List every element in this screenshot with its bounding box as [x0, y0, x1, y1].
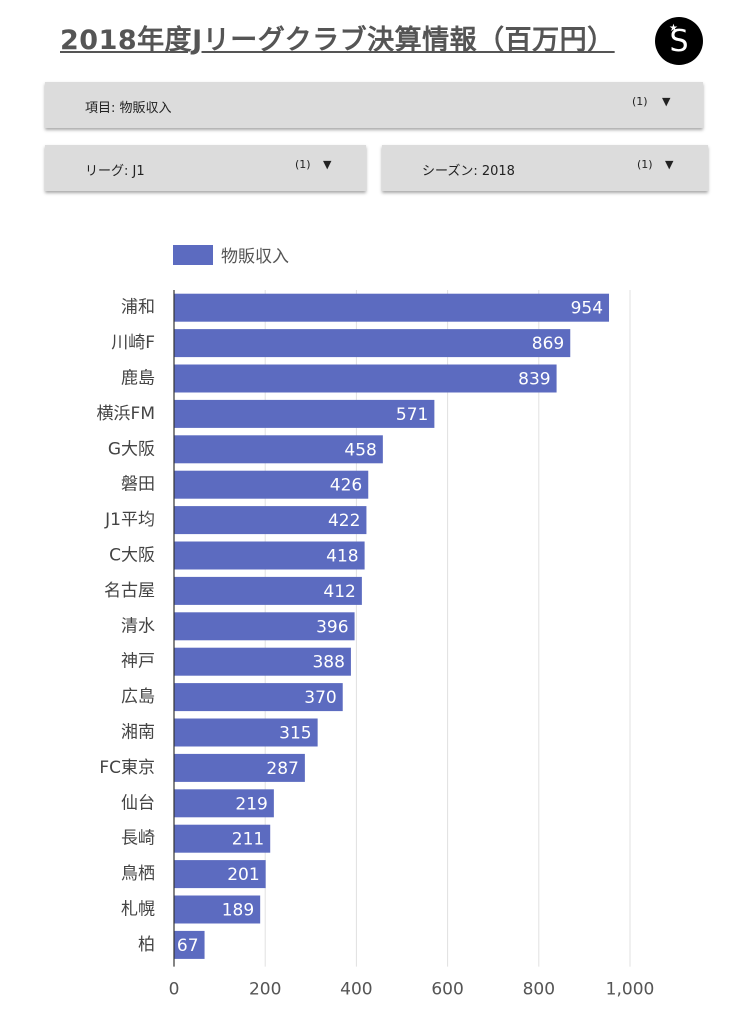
data-label: 869 [532, 334, 564, 354]
bar [174, 506, 367, 535]
data-label: 388 [312, 653, 344, 673]
data-label: 571 [396, 405, 428, 425]
x-tick-label: 200 [249, 980, 281, 1000]
category-label: 磐田 [121, 475, 155, 495]
data-label: 412 [323, 582, 355, 602]
category-label: 札幌 [121, 900, 155, 920]
bar [174, 683, 343, 712]
category-label: FC東京 [99, 758, 155, 778]
season-filter-count: (1) [637, 158, 653, 171]
bar [174, 364, 557, 393]
data-label: 396 [316, 617, 348, 637]
chevron-down-icon[interactable]: ▼ [665, 158, 674, 171]
chart-legend: 物販収入 [173, 242, 289, 267]
bar [174, 329, 571, 358]
category-label: J1平均 [104, 510, 155, 530]
category-label: 川崎F [111, 333, 155, 353]
legend-swatch [173, 244, 213, 265]
data-label: 67 [177, 936, 199, 956]
league-filter-dropdown[interactable]: リーグ: J1 (1) ▼ [45, 145, 366, 191]
x-tick-label: 600 [431, 980, 463, 1000]
category-label: 仙台 [121, 793, 155, 813]
data-label: 418 [326, 547, 358, 567]
league-filter-label: リーグ: J1 [85, 164, 145, 179]
bar [174, 824, 271, 853]
logo-star-icon: ★ [669, 23, 678, 34]
item-filter-count: (1) [632, 95, 648, 108]
item-filter-dropdown[interactable]: 項目: 物販収入 (1) ▼ [45, 82, 703, 128]
category-label: 神戸 [121, 652, 155, 672]
bar [174, 718, 318, 747]
data-label: 219 [235, 794, 267, 814]
bar [174, 789, 274, 818]
bar [174, 435, 383, 464]
bar [174, 470, 369, 499]
league-filter-count: (1) [295, 158, 311, 171]
data-label: 422 [328, 511, 360, 531]
data-label: 458 [344, 440, 376, 460]
category-label: 湘南 [121, 723, 155, 743]
page-title: 2018年度Jリーグクラブ決算情報（百万円） [60, 25, 615, 56]
data-label: 315 [279, 724, 311, 744]
bar [174, 860, 266, 889]
bar [174, 293, 610, 322]
data-label: 839 [518, 370, 550, 390]
bar [174, 753, 305, 782]
x-tick-label: 1,000 [606, 980, 655, 1000]
chevron-down-icon[interactable]: ▼ [323, 158, 332, 171]
category-label: 鳥栖 [121, 864, 155, 884]
bar [174, 576, 362, 605]
data-label: 287 [266, 759, 298, 779]
bar [174, 399, 435, 428]
category-label: 浦和 [121, 298, 155, 318]
category-label: 広島 [121, 687, 155, 707]
data-label: 201 [227, 865, 259, 885]
category-label: 鹿島 [121, 369, 155, 389]
data-label: 954 [571, 299, 603, 319]
category-label: C大阪 [109, 546, 155, 566]
season-filter-dropdown[interactable]: シーズン: 2018 (1) ▼ [382, 145, 708, 191]
item-filter-label: 項目: 物販収入 [85, 101, 172, 116]
bar [174, 930, 205, 959]
category-label: 清水 [121, 616, 155, 636]
x-tick-label: 0 [169, 980, 180, 1000]
x-tick-label: 400 [340, 980, 372, 1000]
bar [174, 895, 261, 924]
data-label: 189 [222, 901, 254, 921]
logo-letter: S [669, 23, 689, 59]
data-label: 426 [330, 476, 362, 496]
category-label: 名古屋 [104, 581, 155, 601]
bar [174, 541, 365, 570]
data-label: 370 [304, 688, 336, 708]
legend-label: 物販収入 [221, 247, 289, 267]
logo: ★ S [655, 17, 703, 65]
category-label: 横浜FM [97, 404, 155, 424]
bar [174, 647, 351, 676]
category-label: 長崎 [121, 829, 155, 849]
bar [174, 612, 355, 641]
x-tick-label: 800 [523, 980, 555, 1000]
chevron-down-icon[interactable]: ▼ [662, 95, 671, 108]
season-filter-label: シーズン: 2018 [422, 164, 515, 179]
category-label: G大阪 [108, 439, 155, 459]
data-label: 211 [232, 830, 264, 850]
category-label: 柏 [138, 935, 155, 955]
